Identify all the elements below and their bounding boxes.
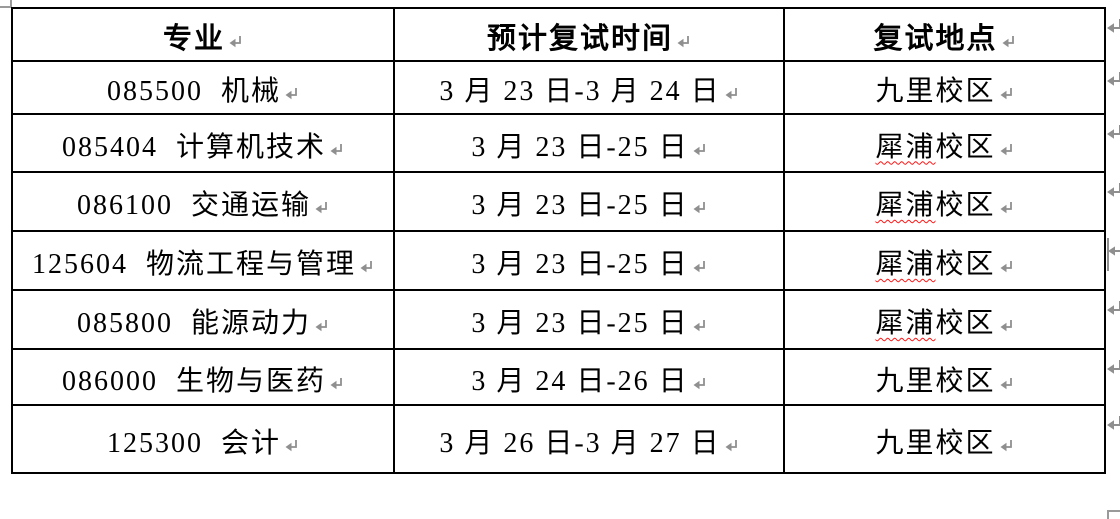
paragraph-mark-icon [676, 21, 691, 55]
table-resize-handle-icon[interactable] [1107, 510, 1120, 519]
major-text: 085500 机械 [106, 76, 281, 107]
table-row: 085500 机械 3 月 23 日-3 月 24 日 九里校区 [11, 60, 1106, 115]
time-text: 3 月 23 日-25 日 [471, 308, 689, 339]
major-text: 085404 计算机技术 [61, 131, 326, 163]
cell-campus[interactable]: 犀浦校区 [783, 171, 1106, 232]
col-header-campus[interactable]: 复试地点 [783, 7, 1106, 62]
campus-text: 九里校区 [875, 427, 996, 459]
paragraph-mark-icon [692, 249, 707, 281]
paragraph-mark-icon [692, 366, 707, 398]
paragraph-mark-icon [724, 76, 739, 108]
paragraph-mark-icon [692, 190, 707, 222]
cell-major[interactable]: 125300 会计 [11, 404, 395, 474]
paragraph-mark-icon [314, 308, 329, 340]
time-text: 3 月 23 日-25 日 [471, 190, 689, 221]
reexam-schedule-table: 专业 预计复试时间 复试地点 085500 机械 3 月 23 日-3 月 24 … [11, 7, 1106, 474]
end-of-row-mark-icon [1106, 181, 1120, 215]
cell-major[interactable]: 086000 生物与医药 [11, 348, 395, 406]
cell-campus[interactable]: 犀浦校区 [783, 113, 1106, 173]
col-header-major[interactable]: 专业 [11, 7, 395, 62]
col-header-time-label: 预计复试时间 [486, 21, 673, 55]
campus-text: 犀浦 [875, 308, 936, 339]
paragraph-mark-icon [228, 21, 243, 55]
time-text: 3 月 23 日-25 日 [471, 131, 689, 163]
cell-campus[interactable]: 犀浦校区 [783, 230, 1106, 291]
end-of-row-mark-icon [1106, 358, 1120, 392]
campus-text: 犀浦 [875, 190, 936, 221]
end-of-row-mark-icon [1106, 414, 1120, 448]
campus-text: 校区 [935, 131, 996, 163]
campus-text: 校区 [935, 190, 996, 221]
cell-time[interactable]: 3 月 24 日-26 日 [393, 348, 785, 406]
paragraph-mark-icon [359, 249, 374, 281]
time-text: 3 月 26 日-3 月 27 日 [439, 427, 721, 459]
campus-text: 犀浦 [875, 249, 936, 280]
paragraph-mark-icon [999, 308, 1014, 340]
end-of-row-mark-icon [1106, 70, 1120, 104]
paragraph-mark-icon [314, 190, 329, 222]
major-text: 085800 能源动力 [76, 308, 311, 339]
paragraph-mark-icon [329, 132, 344, 164]
paragraph-mark-icon [999, 249, 1014, 281]
table-row: 125604 物流工程与管理 3 月 23 日-25 日 犀浦校区 [11, 230, 1106, 291]
end-of-row-mark-icon [1106, 123, 1120, 157]
cell-time[interactable]: 3 月 23 日-25 日 [393, 289, 785, 350]
campus-text: 校区 [935, 249, 996, 280]
campus-text: 九里校区 [875, 365, 996, 397]
end-of-row-mark-icon [1106, 299, 1120, 333]
paragraph-mark-icon [1001, 21, 1016, 55]
paragraph-mark-icon [284, 76, 299, 108]
header-row: 专业 预计复试时间 复试地点 [11, 7, 1106, 62]
end-of-row-mark-icon [1106, 238, 1120, 272]
cell-campus[interactable]: 九里校区 [783, 60, 1106, 115]
paragraph-mark-icon [284, 428, 299, 460]
cell-major[interactable]: 125604 物流工程与管理 [11, 230, 395, 291]
cell-major[interactable]: 085404 计算机技术 [11, 113, 395, 173]
paragraph-mark-icon [999, 132, 1014, 164]
cell-time[interactable]: 3 月 23 日-25 日 [393, 113, 785, 173]
paragraph-mark-icon [999, 366, 1014, 398]
campus-text: 犀浦 [875, 131, 936, 163]
paragraph-mark-icon [999, 76, 1014, 108]
time-text: 3 月 23 日-3 月 24 日 [439, 76, 721, 107]
table-row: 086100 交通运输 3 月 23 日-25 日 犀浦校区 [11, 171, 1106, 232]
table-row: 085800 能源动力 3 月 23 日-25 日 犀浦校区 [11, 289, 1106, 350]
major-text: 125604 物流工程与管理 [31, 249, 356, 280]
cell-major[interactable]: 086100 交通运输 [11, 171, 395, 232]
paragraph-mark-icon [692, 132, 707, 164]
paragraph-mark-icon [692, 308, 707, 340]
cell-time[interactable]: 3 月 23 日-3 月 24 日 [393, 60, 785, 115]
cell-major[interactable]: 085500 机械 [11, 60, 395, 115]
table-row: 125300 会计 3 月 26 日-3 月 27 日 九里校区 [11, 404, 1106, 474]
cell-campus[interactable]: 九里校区 [783, 348, 1106, 406]
cell-campus[interactable]: 犀浦校区 [783, 289, 1106, 350]
major-text: 086100 交通运输 [76, 190, 311, 221]
cell-time[interactable]: 3 月 23 日-25 日 [393, 230, 785, 291]
paragraph-mark-icon [329, 366, 344, 398]
table-move-handle-icon[interactable] [0, 0, 12, 8]
table-row: 085404 计算机技术 3 月 23 日-25 日 犀浦校区 [11, 113, 1106, 173]
col-header-campus-label: 复试地点 [873, 21, 998, 55]
campus-text: 九里校区 [875, 76, 996, 107]
cell-time[interactable]: 3 月 26 日-3 月 27 日 [393, 404, 785, 474]
cell-time[interactable]: 3 月 23 日-25 日 [393, 171, 785, 232]
major-text: 086000 生物与医药 [61, 365, 326, 397]
cell-major[interactable]: 085800 能源动力 [11, 289, 395, 350]
col-header-time[interactable]: 预计复试时间 [393, 7, 785, 62]
paragraph-mark-icon [999, 190, 1014, 222]
campus-text: 校区 [935, 308, 996, 339]
end-of-row-mark-icon [1106, 17, 1120, 51]
cell-campus[interactable]: 九里校区 [783, 404, 1106, 474]
paragraph-mark-icon [724, 428, 739, 460]
table-row: 086000 生物与医药 3 月 24 日-26 日 九里校区 [11, 348, 1106, 406]
paragraph-mark-icon [999, 428, 1014, 460]
col-header-major-label: 专业 [162, 21, 225, 55]
major-text: 125300 会计 [106, 427, 281, 459]
time-text: 3 月 23 日-25 日 [471, 249, 689, 280]
time-text: 3 月 24 日-26 日 [471, 365, 689, 397]
